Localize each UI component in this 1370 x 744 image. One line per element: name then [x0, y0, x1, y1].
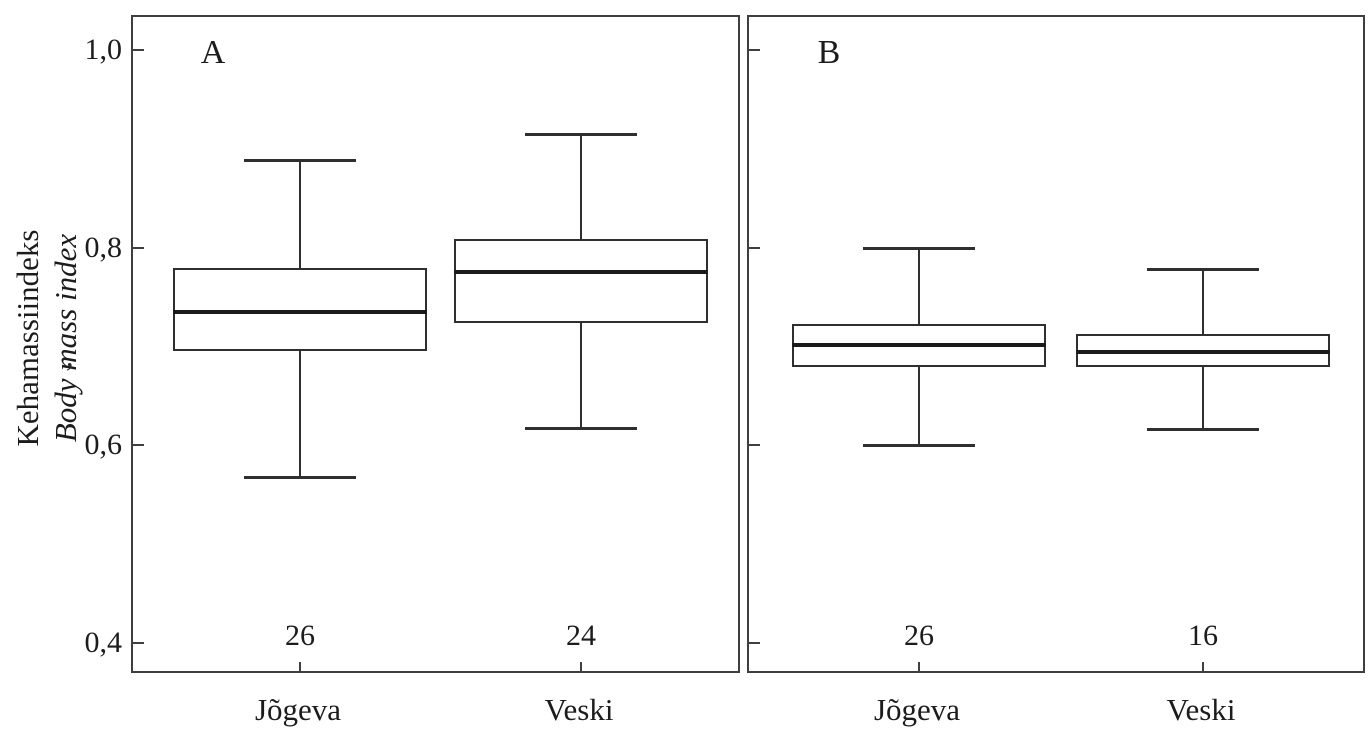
- lower-whisker-cap: [244, 476, 356, 480]
- x-axis-tick: [299, 662, 301, 671]
- lower-whisker-line: [1202, 367, 1204, 429]
- x-category-label: Veski: [1166, 692, 1236, 727]
- y-axis-tick: [749, 48, 760, 51]
- lower-whisker-cap: [1147, 427, 1259, 431]
- sample-count-label: 24: [566, 619, 596, 652]
- median-line: [1076, 350, 1330, 355]
- median-line: [792, 343, 1046, 348]
- x-axis-tick: [1202, 662, 1204, 671]
- lower-whisker-cap: [525, 426, 637, 430]
- stray-comma-mark: ,: [66, 340, 74, 373]
- upper-whisker-cap: [1147, 268, 1259, 272]
- sample-count-label: 26: [904, 619, 934, 652]
- lower-whisker-line: [580, 322, 582, 428]
- y-axis-tick: [749, 246, 760, 249]
- x-axis-tick: [580, 662, 582, 671]
- lower-whisker-line: [299, 351, 301, 478]
- upper-whisker-line: [580, 133, 582, 239]
- y-axis-tick: [749, 642, 760, 645]
- upper-whisker-line: [1202, 269, 1204, 334]
- sample-count-label: 26: [285, 619, 315, 652]
- iqr-box: [454, 238, 708, 323]
- y-axis-tick: [133, 48, 144, 51]
- lower-whisker-line: [918, 367, 920, 446]
- upper-whisker-cap: [244, 159, 356, 163]
- upper-whisker-line: [918, 247, 920, 324]
- y-tick-label: 0,6: [84, 428, 123, 462]
- x-category-label: Jõgeva: [873, 692, 961, 727]
- x-category-label: Jõgeva: [254, 692, 342, 727]
- sample-count-label: 16: [1188, 619, 1218, 652]
- upper-whisker-cap: [525, 132, 637, 136]
- y-axis-tick: [133, 246, 144, 249]
- x-axis-tick: [918, 662, 920, 671]
- y-axis-tick: [133, 642, 144, 645]
- y-tick-label: 0,8: [84, 230, 123, 264]
- panel-B: B 26 16: [747, 15, 1365, 673]
- median-line: [173, 309, 427, 314]
- y-axis-tick: [749, 444, 760, 447]
- y-tick-label: 1,0: [84, 32, 123, 66]
- upper-whisker-line: [299, 160, 301, 269]
- x-category-label: Veski: [544, 692, 614, 727]
- upper-whisker-cap: [863, 246, 975, 250]
- y-tick-label: 0,4: [84, 626, 123, 660]
- median-line: [454, 270, 708, 275]
- lower-whisker-cap: [863, 444, 975, 448]
- panel-label-B: B: [817, 34, 841, 71]
- panel-A: A 26 24: [131, 15, 740, 673]
- y-axis-tick: [133, 444, 144, 447]
- panel-label-A: A: [200, 34, 226, 71]
